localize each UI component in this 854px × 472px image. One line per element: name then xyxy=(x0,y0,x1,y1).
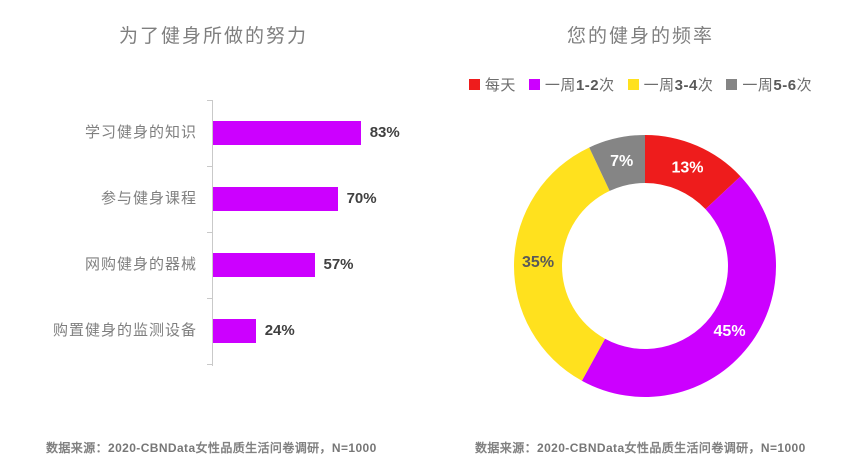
legend-swatch xyxy=(528,78,540,90)
bar-chart-plot: 学习健身的知识 83% 参与健身课程 70% 网购健身的器械 57% 购置健身的监测设备 24… xyxy=(0,100,427,366)
donut-chart-title: 您的健身的频率 xyxy=(566,26,714,47)
bar xyxy=(213,253,315,277)
axis-tick xyxy=(207,298,213,299)
bar-value-label: 70% xyxy=(346,190,377,207)
bar-category-label: 网购健身的器械 xyxy=(84,256,197,273)
donut-slice-label: 13% xyxy=(671,159,703,176)
donut-chart: 13% 45% 35% 7% xyxy=(513,135,777,398)
bar-value-label: 57% xyxy=(323,256,354,273)
bar-row: 网购健身的器械 57% xyxy=(0,232,427,298)
axis-tick xyxy=(207,100,213,101)
donut-slice-label: 35% xyxy=(522,254,554,271)
bar-category-label: 购置健身的监测设备 xyxy=(52,322,197,339)
legend-item: 一周3-4次 xyxy=(627,74,714,95)
legend-item: 一周1-2次 xyxy=(528,74,615,95)
legend-label: 每天 xyxy=(484,76,516,94)
bar xyxy=(213,121,361,145)
bar-chart-axis-line xyxy=(212,100,213,366)
legend-swatch xyxy=(726,78,738,90)
bar-chart-source-note: 数据来源：2020-CBNData女性品质生活问卷调研，N=1000 xyxy=(46,441,377,455)
donut-slice xyxy=(513,147,610,381)
bar xyxy=(213,319,256,343)
bar-category-label: 学习健身的知识 xyxy=(84,124,197,141)
bar-row: 参与健身课程 70% xyxy=(0,166,427,232)
donut-legend: 每天 一周1-2次 一周3-4次 一周5-6次 xyxy=(427,73,854,95)
bar-row: 购置健身的监测设备 24% xyxy=(0,298,427,364)
legend-swatch xyxy=(468,78,480,90)
bar-row: 学习健身的知识 83% xyxy=(0,100,427,166)
bar-value-label: 24% xyxy=(264,322,295,339)
donut-slice xyxy=(645,135,741,210)
bar-chart-title: 为了健身所做的努力 xyxy=(118,26,308,47)
legend-label: 一周5-6次 xyxy=(742,76,813,94)
bar-category-label: 参与健身课程 xyxy=(100,190,197,207)
donut-slice-label: 45% xyxy=(714,323,746,340)
donut-chart-source-note: 数据来源：2020-CBNData女性品质生活问卷调研，N=1000 xyxy=(475,441,806,455)
bar-chart-panel: 为了健身所做的努力 学习健身的知识 83% 参与健身课程 70% 网购健身的器械 57% 购… xyxy=(0,26,427,455)
legend-swatch xyxy=(627,78,639,90)
legend-item: 一周5-6次 xyxy=(726,74,812,95)
donut-slice xyxy=(589,135,645,191)
donut-chart-panel: 您的健身的频率 每天 一周1-2次 一周3-4次 一周5-6次 13% 45% 35% 7%… xyxy=(427,0,854,472)
axis-tick xyxy=(207,364,213,365)
legend-label: 一周1-2次 xyxy=(544,76,615,94)
legend-item: 每天 xyxy=(468,74,516,95)
bar xyxy=(213,187,338,211)
donut-slice xyxy=(581,176,777,398)
legend-label: 一周3-4次 xyxy=(643,76,714,94)
axis-tick xyxy=(207,232,213,233)
bar-value-label: 83% xyxy=(369,124,400,141)
donut-slice-label: 7% xyxy=(610,153,633,170)
axis-tick xyxy=(207,166,213,167)
